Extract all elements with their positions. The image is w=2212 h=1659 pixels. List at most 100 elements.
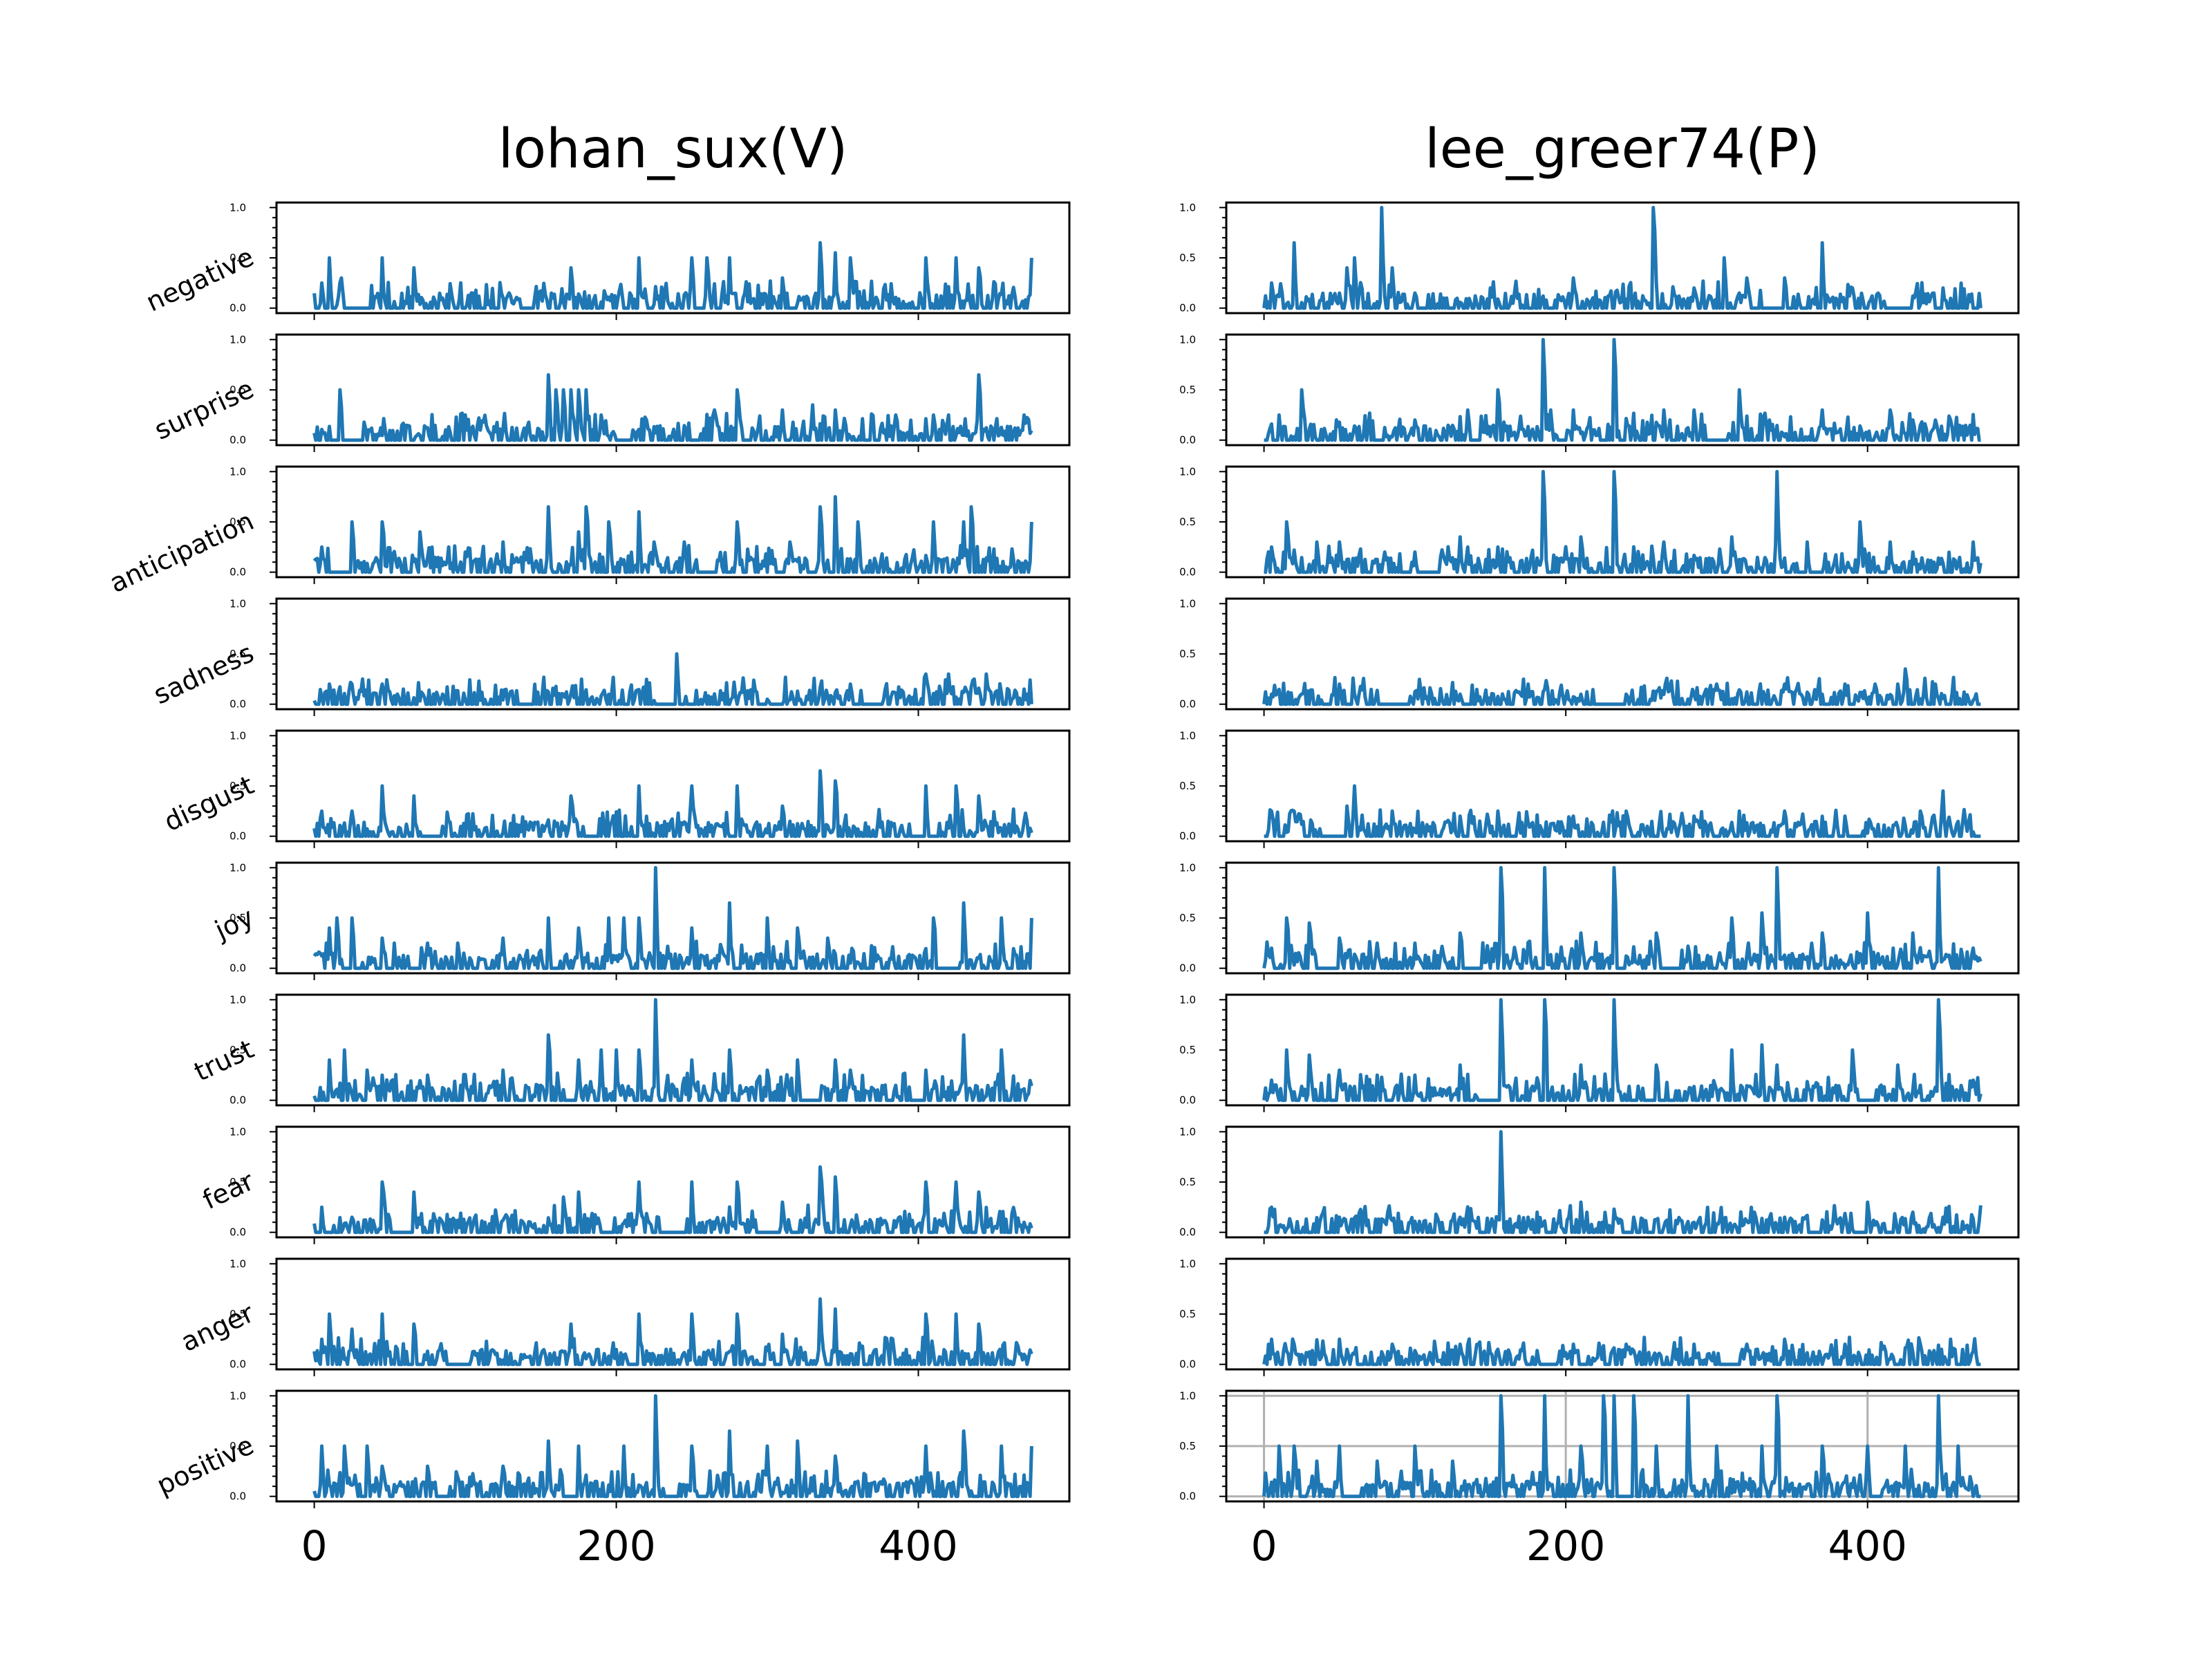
y-tick-label: 1.0 (1179, 1389, 1196, 1402)
y-tick-label: 0.0 (1179, 830, 1196, 843)
y-tick-label: 0.5 (1179, 252, 1196, 264)
y-tick-label: 1.0 (229, 597, 246, 610)
y-tick-label: 0.0 (229, 1094, 246, 1107)
panel-surprise-1: 0.0 0.5 1.0 (1179, 333, 2020, 452)
x-tick-label: 0 (1250, 1522, 1277, 1571)
y-tick-label: 0.5 (1179, 516, 1196, 528)
panel-joy-1: 0.0 0.5 1.0 (1179, 861, 2020, 980)
series-line-sadness (1262, 667, 1981, 706)
y-tick-label: 0.0 (229, 962, 246, 975)
series-line-joy (1262, 865, 1983, 971)
y-tick-label: 0.0 (1179, 434, 1196, 447)
column-title-right: lee_greer74(P) (1425, 118, 1820, 180)
y-tick-label: 0.0 (1179, 1358, 1196, 1371)
y-tick-label: 0.5 (229, 1308, 246, 1320)
y-tick-label: 1.0 (229, 861, 246, 874)
y-tick-label: 0.5 (229, 516, 246, 528)
y-tick-label: 1.0 (1179, 729, 1196, 742)
y-tick-label: 0.0 (229, 1226, 246, 1239)
y-tick-label: 1.0 (229, 729, 246, 742)
panel-negative-1: 0.0 0.5 1.0 (1179, 201, 2020, 320)
series-line-anger (1262, 1335, 1981, 1367)
y-tick-label: 0.0 (1179, 302, 1196, 315)
y-tick-label: 0.0 (229, 698, 246, 711)
y-tick-label: 0.0 (1179, 962, 1196, 975)
y-tick-label: 0.5 (229, 1440, 246, 1452)
y-tick-label: 0.5 (229, 1044, 246, 1056)
series-line-negative (1262, 205, 1983, 310)
series-line-positive (1262, 1394, 1981, 1499)
y-tick-label: 0.0 (1179, 1226, 1196, 1239)
y-tick-label: 1.0 (1179, 861, 1196, 874)
series-line-surprise (1264, 337, 1981, 442)
x-tick-label: 0 (301, 1522, 328, 1571)
y-tick-label: 1.0 (229, 1257, 246, 1270)
series-line-trust (312, 997, 1033, 1103)
y-tick-label: 0.5 (229, 252, 246, 264)
series-line-positive (312, 1394, 1033, 1499)
series-line-anticipation (312, 495, 1033, 574)
y-tick-label: 0.5 (1179, 1176, 1196, 1188)
y-tick-label: 1.0 (229, 1389, 246, 1402)
series-line-fear (1264, 1130, 1983, 1235)
y-tick-label: 0.0 (229, 434, 246, 447)
y-tick-label: 0.5 (1179, 1044, 1196, 1056)
y-tick-label: 1.0 (1179, 1257, 1196, 1270)
y-tick-label: 0.0 (229, 302, 246, 315)
y-tick-label: 1.0 (1179, 201, 1196, 214)
panel-trust-1: 0.0 0.5 1.0 (1179, 993, 2020, 1112)
column-title-left: lohan_sux(V) (498, 118, 848, 180)
y-tick-label: 0.0 (229, 1358, 246, 1371)
series-line-sadness (312, 652, 1033, 706)
series-line-fear (312, 1165, 1033, 1235)
y-tick-label: 0.5 (229, 912, 246, 924)
y-tick-label: 0.5 (1179, 1308, 1196, 1320)
y-tick-label: 0.5 (1179, 1440, 1196, 1452)
y-tick-label: 0.0 (1179, 698, 1196, 711)
series-line-trust (1262, 997, 1983, 1103)
panel-disgust-1: 0.0 0.5 1.0 (1179, 729, 2020, 848)
y-tick-label: 1.0 (229, 465, 246, 478)
y-tick-label: 0.0 (229, 566, 246, 579)
series-line-disgust (312, 769, 1033, 838)
y-tick-label: 0.5 (229, 1176, 246, 1188)
y-tick-label: 0.0 (1179, 1490, 1196, 1503)
panel-sadness-1: 0.0 0.5 1.0 (1179, 597, 2020, 716)
y-tick-label: 0.5 (1179, 384, 1196, 396)
x-tick-label: 200 (577, 1522, 656, 1571)
y-tick-label: 0.0 (229, 1490, 246, 1503)
series-line-negative (312, 241, 1033, 310)
y-tick-label: 1.0 (1179, 597, 1196, 610)
y-tick-label: 0.5 (1179, 780, 1196, 792)
y-tick-label: 0.0 (229, 830, 246, 843)
y-tick-label: 0.5 (229, 780, 246, 792)
y-tick-label: 0.5 (1179, 648, 1196, 660)
series-line-surprise (312, 373, 1033, 442)
series-line-joy (312, 865, 1033, 971)
y-tick-label: 0.5 (1179, 912, 1196, 924)
series-line-anger (312, 1297, 1033, 1367)
y-tick-label: 1.0 (1179, 333, 1196, 346)
y-tick-label: 0.0 (1179, 1094, 1196, 1107)
x-tick-label: 200 (1526, 1522, 1606, 1571)
series-line-disgust (1264, 784, 1981, 838)
y-tick-label: 1.0 (1179, 993, 1196, 1006)
panel-anticipation-1: 0.0 0.5 1.0 (1179, 465, 2020, 584)
y-tick-label: 1.0 (229, 993, 246, 1006)
y-tick-label: 1.0 (229, 201, 246, 214)
panel-positive-1: 0.0 0.5 1.0 (1179, 1389, 2020, 1508)
y-tick-label: 1.0 (1179, 465, 1196, 478)
panel-fear-1: 0.0 0.5 1.0 (1179, 1125, 2020, 1244)
y-tick-label: 0.0 (1179, 566, 1196, 579)
y-tick-label: 1.0 (229, 333, 246, 346)
y-tick-label: 1.0 (229, 1125, 246, 1138)
x-tick-label: 400 (879, 1522, 958, 1571)
y-tick-label: 1.0 (1179, 1125, 1196, 1138)
y-tick-label: 0.5 (229, 648, 246, 660)
y-tick-label: 0.5 (229, 384, 246, 396)
series-line-anticipation (1264, 469, 1983, 574)
x-tick-label: 400 (1828, 1522, 1907, 1571)
panel-anger-1: 0.0 0.5 1.0 (1179, 1257, 2020, 1376)
